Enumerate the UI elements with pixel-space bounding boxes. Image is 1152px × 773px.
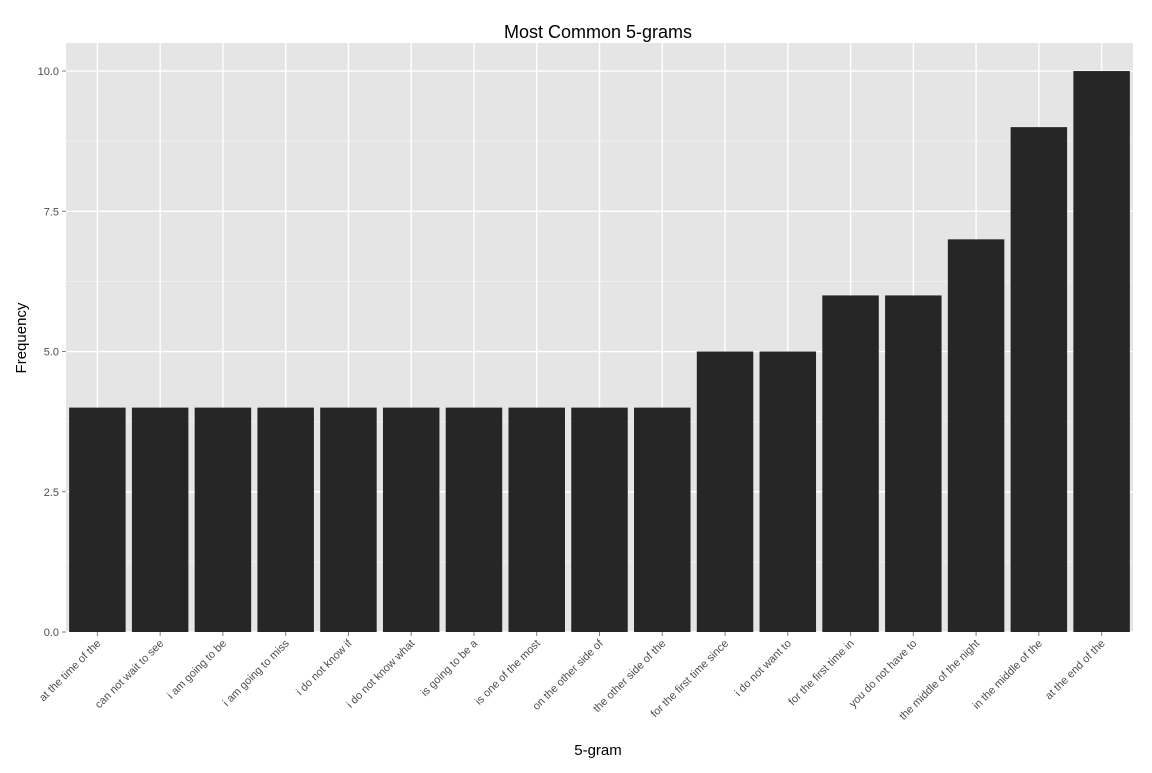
x-tick-label: at the end of the bbox=[1043, 638, 1108, 703]
bar bbox=[445, 407, 503, 632]
bars bbox=[69, 71, 1130, 633]
x-tick-label: is one of the most bbox=[473, 638, 543, 708]
x-tick-label: you do not have to bbox=[847, 638, 919, 710]
bar bbox=[947, 239, 1005, 633]
y-tick-label: 5.0 bbox=[44, 347, 59, 359]
x-tick-label: is going to be a bbox=[419, 637, 481, 699]
x-tick-label: for the first time in bbox=[786, 638, 856, 708]
y-tick-label: 7.5 bbox=[44, 206, 59, 218]
y-axis: 0.0 2.5 5.0 7.5 10.0 bbox=[38, 66, 66, 639]
x-tick-label: i am going to be bbox=[165, 638, 229, 702]
x-tick-label: in the middle of the bbox=[971, 638, 1045, 712]
x-tick-label: i do not know if bbox=[294, 637, 355, 698]
bar bbox=[131, 407, 189, 632]
bar bbox=[634, 407, 691, 632]
bar bbox=[696, 351, 754, 632]
x-axis-title: 5-gram bbox=[574, 742, 622, 759]
bar bbox=[822, 295, 879, 632]
bar bbox=[885, 295, 942, 632]
bar bbox=[382, 407, 440, 632]
bar bbox=[759, 351, 817, 632]
y-tick-label: 0.0 bbox=[44, 627, 59, 639]
bar bbox=[571, 407, 628, 632]
x-tick-label: i do not want to bbox=[733, 638, 794, 699]
bar bbox=[194, 407, 252, 632]
chart-title: Most Common 5-grams bbox=[504, 22, 692, 42]
bar bbox=[1073, 71, 1130, 633]
bar bbox=[508, 407, 565, 632]
y-tick-label: 10.0 bbox=[38, 66, 59, 78]
y-tick-label: 2.5 bbox=[44, 487, 59, 499]
y-axis-title: Frequency bbox=[13, 302, 30, 373]
bar bbox=[69, 407, 126, 632]
x-tick-label: at the time of the bbox=[37, 638, 103, 704]
x-tick-label: can not wait to see bbox=[93, 638, 166, 711]
x-tick-label: i am going to miss bbox=[221, 637, 293, 709]
bar bbox=[320, 407, 377, 632]
bar bbox=[257, 407, 314, 632]
x-tick-label: i do not know what bbox=[344, 638, 417, 711]
bar bbox=[1010, 127, 1068, 633]
